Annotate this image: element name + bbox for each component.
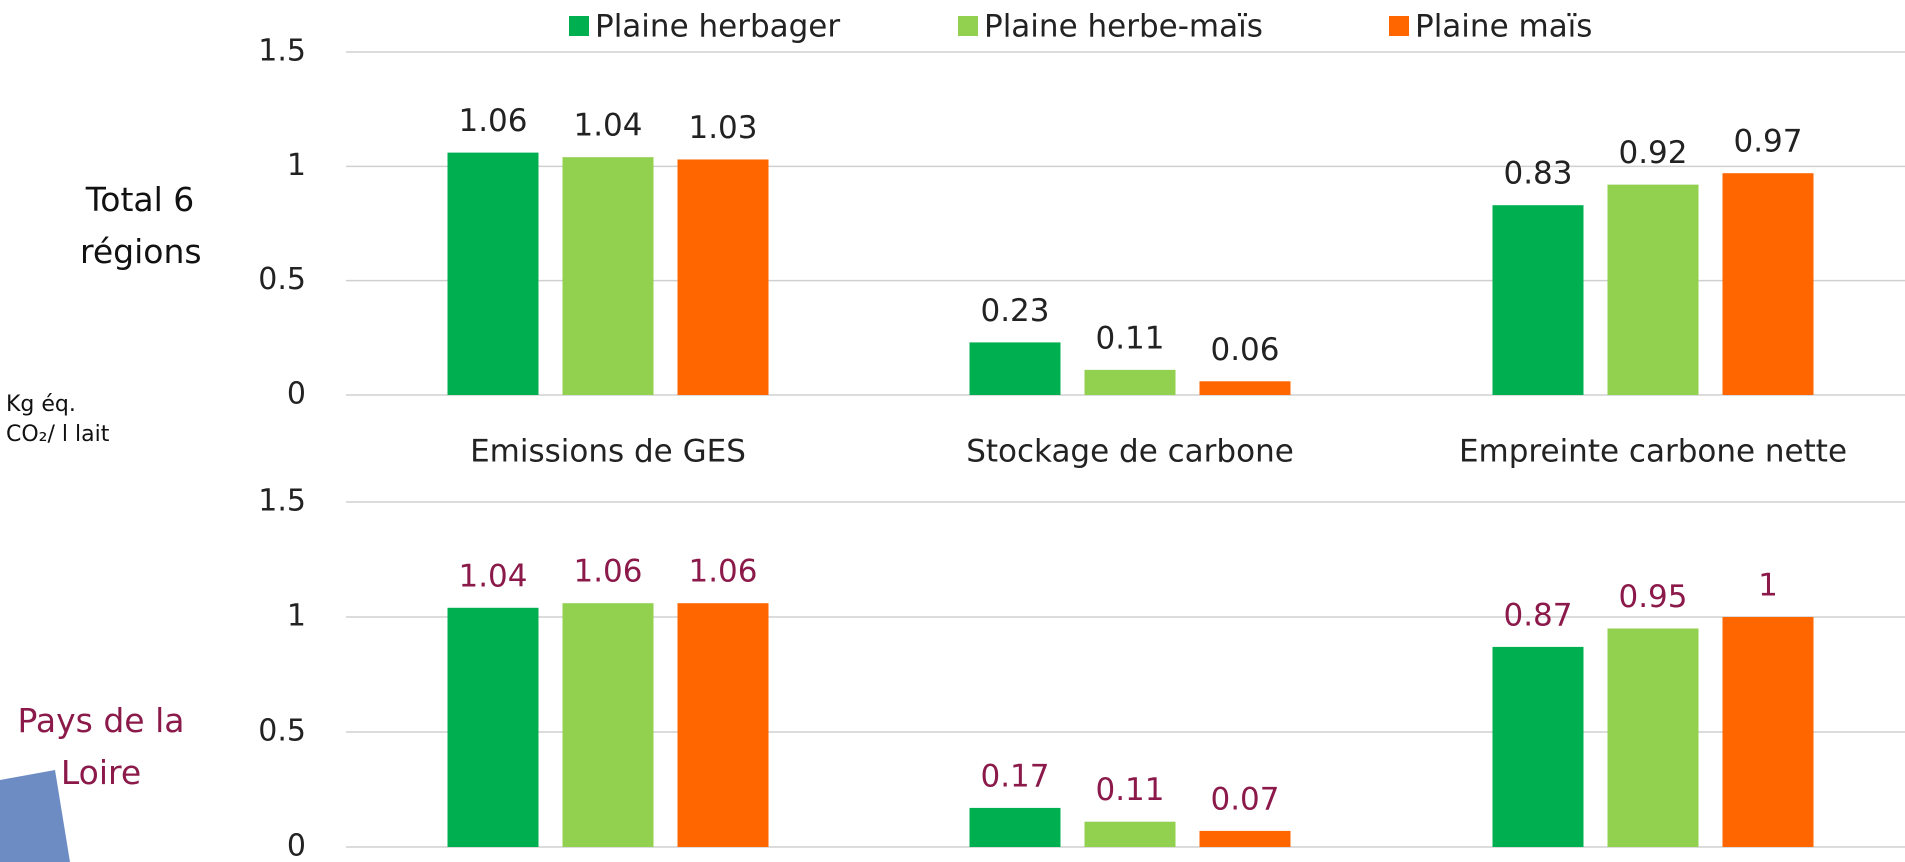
bar [562,157,654,395]
y-tick-label: 1.5 [258,34,306,69]
side-label: Total 6 régions [80,180,202,271]
data-label: 1 [1758,568,1778,604]
y-tick-label: 0 [287,377,306,412]
x-tick-label: Stockage de carbone [966,434,1294,470]
data-label: 0.06 [1210,332,1279,368]
bar [1607,628,1699,847]
bar [562,603,654,847]
bar [1084,821,1176,847]
x-tick-label: Emissions de GES [470,434,746,470]
data-label: 1.06 [573,554,642,590]
legend-label: Plaine herbe-maïs [984,9,1263,45]
data-label: 0.23 [980,293,1049,329]
bar [969,342,1061,395]
data-label: 0.11 [1095,772,1164,808]
bar [1492,646,1584,847]
bar [969,807,1061,847]
data-label: 1.06 [688,554,757,590]
y-tick-label: 1 [287,599,306,634]
y-tick-label: 1.5 [258,484,306,519]
data-label: 0.83 [1503,156,1572,192]
bar [677,159,769,395]
bar [1722,617,1814,847]
bar [1199,381,1291,395]
data-label: 1.06 [458,103,527,139]
data-label: 0.87 [1503,597,1572,633]
y-tick-label: 1 [287,148,306,183]
data-label: 1.04 [573,108,642,144]
y-axis-label: Kg éq. CO₂/ l lait [6,392,110,447]
bar [677,603,769,847]
legend-label: Plaine maïs [1415,9,1592,45]
data-label: 0.97 [1733,124,1802,160]
data-label: 0.92 [1618,135,1687,171]
side-label: Pays de la Loire [17,701,185,792]
data-label: 1.04 [458,558,527,594]
bar [447,152,539,395]
bar [1607,184,1699,395]
bar [1199,830,1291,847]
bar [447,607,539,847]
legend-swatch [958,16,978,36]
legend-swatch [1389,16,1409,36]
data-label: 0.17 [980,758,1049,794]
x-tick-label: Empreinte carbone nette [1459,434,1847,470]
bar [1084,369,1176,395]
data-label: 0.11 [1095,320,1164,356]
data-label: 0.07 [1210,781,1279,817]
legend-swatch [569,16,589,36]
y-tick-label: 0.5 [258,714,306,749]
y-tick-label: 0.5 [258,262,306,297]
data-label: 0.95 [1618,579,1687,615]
bar [1492,205,1584,395]
decoration [0,770,70,862]
legend-label: Plaine herbager [595,9,840,45]
data-label: 1.03 [688,110,757,146]
y-tick-label: 0 [287,829,306,862]
bar [1722,173,1814,395]
